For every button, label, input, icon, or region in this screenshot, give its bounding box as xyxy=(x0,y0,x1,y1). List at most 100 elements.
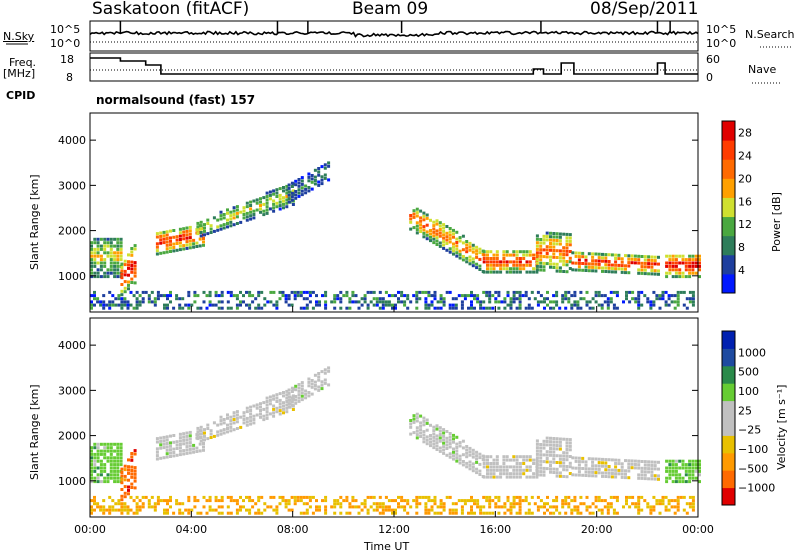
velocity-cell xyxy=(235,413,239,417)
velocity-cell xyxy=(433,495,437,499)
power-cell xyxy=(348,306,352,310)
velocity-cell xyxy=(155,440,159,444)
power-cell xyxy=(470,306,473,310)
power-cell xyxy=(178,303,182,307)
velocity-cell xyxy=(470,495,473,499)
velocity-cell xyxy=(272,495,276,499)
power-cell xyxy=(688,271,692,275)
velocity-cell xyxy=(317,378,321,382)
velocity-cell xyxy=(339,505,343,509)
power-cell xyxy=(515,257,519,260)
power-cell xyxy=(422,231,426,235)
velocity-cell xyxy=(185,431,189,435)
velocity-cell xyxy=(419,435,423,438)
power-cell xyxy=(576,306,580,310)
power-cell xyxy=(685,297,689,301)
velocity-cell xyxy=(93,446,97,450)
power-cell xyxy=(448,230,452,234)
velocity-cell xyxy=(305,508,309,512)
power-cell xyxy=(281,294,285,298)
power-cell xyxy=(196,221,200,225)
velocity-cell xyxy=(222,418,226,421)
velocity-cell xyxy=(694,469,698,473)
velocity-cell xyxy=(323,371,327,375)
velocity-cell xyxy=(106,476,110,480)
velocity-cell xyxy=(290,508,294,512)
power-cell xyxy=(640,255,644,258)
velocity-cell xyxy=(609,502,613,506)
velocity-cell xyxy=(415,416,419,420)
velocity-cell xyxy=(147,502,151,506)
velocity-cell xyxy=(698,459,701,463)
velocity-cell xyxy=(609,495,613,499)
power-cell xyxy=(591,269,595,273)
power-cell xyxy=(397,300,400,304)
velocity-cell xyxy=(265,403,269,407)
velocity-cell xyxy=(601,464,604,468)
velocity-cell xyxy=(436,511,440,515)
power-cell xyxy=(307,189,311,193)
velocity-cell xyxy=(412,414,416,418)
power-cell xyxy=(324,290,328,294)
power-cell xyxy=(290,195,294,199)
power-cell xyxy=(473,297,476,301)
power-cell xyxy=(99,254,103,258)
velocity-cell xyxy=(532,472,536,476)
power-cell xyxy=(643,261,647,265)
power-cell xyxy=(232,206,236,210)
power-cell xyxy=(211,303,215,307)
velocity-cell xyxy=(491,499,495,503)
velocity-cell xyxy=(391,511,394,515)
velocity-cell xyxy=(198,449,202,453)
power-cell xyxy=(116,275,120,279)
velocity-cell xyxy=(300,384,304,388)
velocity-cell xyxy=(533,502,537,506)
power-cell xyxy=(287,294,291,298)
velocity-cell xyxy=(615,495,619,499)
velocity-cell xyxy=(188,430,192,434)
power-cell xyxy=(135,306,139,310)
velocity-cell xyxy=(217,505,221,509)
power-cell xyxy=(403,294,407,298)
velocity-cell xyxy=(175,447,179,450)
power-cell xyxy=(649,300,653,304)
power-cell xyxy=(138,300,142,304)
velocity-cell xyxy=(311,511,315,515)
velocity-cell xyxy=(668,476,672,480)
velocity-cell xyxy=(113,473,117,477)
velocity-cell xyxy=(637,505,641,509)
power-cell xyxy=(604,259,608,263)
power-cell xyxy=(691,271,695,275)
power-cell xyxy=(375,303,379,307)
power-cell xyxy=(567,300,571,304)
power-cell xyxy=(674,261,678,265)
velocity-cell xyxy=(185,448,189,452)
velocity-cell xyxy=(300,391,304,395)
power-cell xyxy=(265,195,269,198)
power-cell xyxy=(568,239,572,243)
velocity-cell xyxy=(674,459,678,463)
velocity-cell xyxy=(287,499,291,503)
velocity-cell xyxy=(624,459,627,463)
velocity-cell xyxy=(552,440,556,444)
power-cell xyxy=(448,237,452,241)
power-cell xyxy=(479,303,483,307)
power-cell xyxy=(664,303,668,307)
velocity-cell xyxy=(229,511,233,515)
velocity-cell xyxy=(542,470,546,474)
power-cell xyxy=(670,300,674,304)
power-cell xyxy=(577,258,581,262)
velocity-cell xyxy=(220,505,224,509)
velocity-cell xyxy=(109,469,113,473)
power-cell xyxy=(229,214,233,218)
power-cell xyxy=(489,270,493,274)
velocity-cell xyxy=(90,480,93,484)
power-cell xyxy=(436,306,440,310)
power-cell xyxy=(499,270,503,274)
power-cell xyxy=(282,206,285,210)
power-cell xyxy=(479,300,483,304)
velocity-cell xyxy=(485,499,489,503)
velocity-cell xyxy=(424,505,428,509)
power-colorbar-segment xyxy=(722,197,735,218)
power-cell xyxy=(640,303,644,307)
